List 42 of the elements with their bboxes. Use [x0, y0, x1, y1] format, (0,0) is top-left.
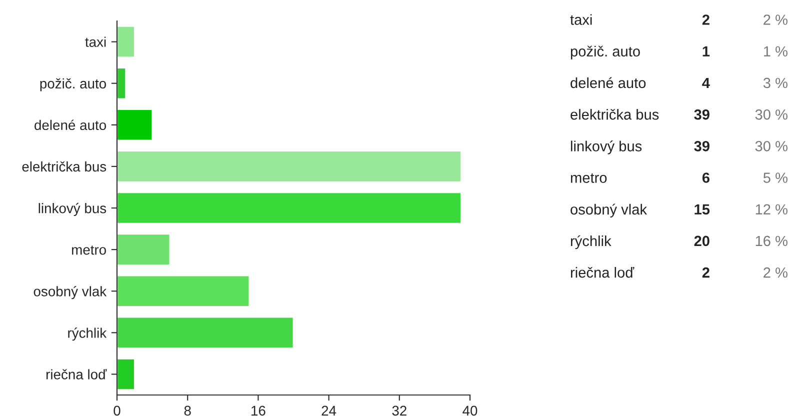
text: 6 — [702, 172, 710, 183]
text: 39 — [694, 109, 710, 120]
y-tick-label: požič. auto — [40, 78, 106, 92]
text: 1 % — [764, 46, 788, 56]
text: 30 % — [755, 109, 788, 120]
x-tick-label: 8 — [184, 406, 191, 416]
x-tick-label: 32 — [392, 406, 406, 416]
y-tick-label: taxi — [85, 36, 106, 47]
y-tick-label: osobný vlak — [34, 286, 107, 300]
y-tick-label: rýchlik — [68, 328, 107, 341]
category-label: metro — [570, 173, 607, 183]
text: 2 — [702, 267, 710, 278]
y-tick-label: metro — [72, 246, 106, 255]
category-label: osobný vlak — [570, 204, 648, 218]
x-tick-label: 40 — [462, 406, 478, 416]
y-tick-label: riečna loď — [46, 369, 107, 380]
text: 2 % — [764, 14, 788, 25]
text: 15 — [694, 204, 710, 215]
text: 20 — [694, 236, 710, 246]
text: 1 — [702, 46, 710, 56]
text: 3 % — [763, 78, 788, 88]
category-label: linkový bus — [570, 140, 642, 154]
category-label: rýchlik — [570, 235, 612, 250]
x-tick-label: 0 — [114, 406, 120, 416]
text: 2 — [702, 14, 710, 25]
text: 2 % — [764, 267, 788, 278]
text: 39 — [694, 140, 710, 152]
category-label: delené auto — [570, 77, 646, 88]
text: 4 — [702, 78, 710, 88]
category-label: požič. auto — [570, 46, 640, 60]
text: 16 % — [756, 236, 788, 246]
text: 12 % — [756, 204, 788, 214]
text: 30 % — [755, 140, 788, 152]
category-label: električka bus — [570, 108, 659, 120]
x-tick-label: 24 — [322, 406, 336, 416]
y-tick-label: delené auto — [34, 120, 106, 130]
x-tick-label: 16 — [252, 406, 266, 416]
text: 5 % — [763, 172, 788, 183]
category-label: taxi — [570, 14, 592, 25]
category-label: riečna loď — [570, 266, 634, 278]
y-tick-label: linkový bus — [38, 202, 106, 216]
y-tick-label: električka bus — [22, 161, 106, 172]
